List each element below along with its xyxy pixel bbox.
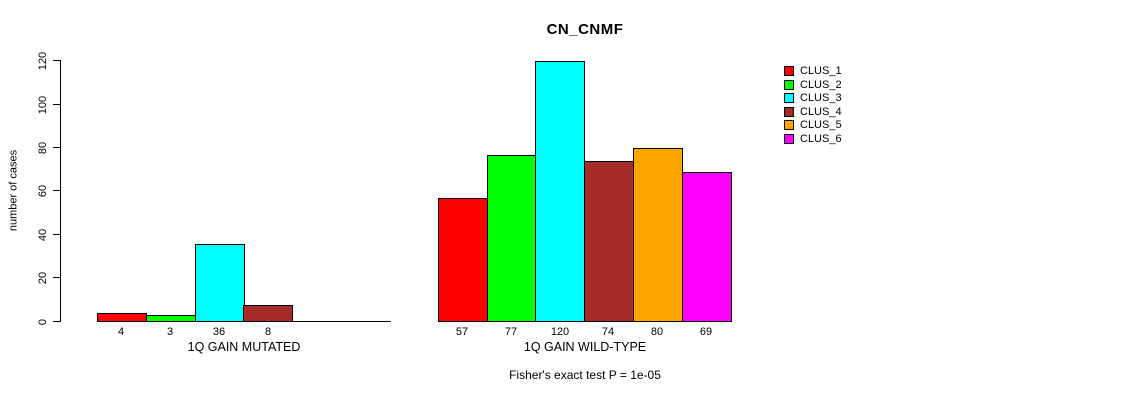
bar-value-label: 36 bbox=[212, 326, 226, 338]
legend-label: CLUS_3 bbox=[800, 92, 842, 104]
legend-swatch bbox=[784, 120, 794, 130]
bar-value-label: 4 bbox=[117, 326, 125, 338]
legend-label: CLUS_1 bbox=[800, 65, 842, 77]
bar bbox=[682, 172, 732, 322]
bar-value-label: 57 bbox=[455, 326, 469, 338]
y-tick-label: 60 bbox=[37, 184, 49, 198]
legend-swatch bbox=[784, 106, 794, 117]
y-tick-mark bbox=[53, 277, 60, 278]
legend-item: CLUS_5 bbox=[784, 119, 842, 131]
bar-value-label: 80 bbox=[650, 326, 664, 338]
y-tick-mark bbox=[53, 321, 60, 322]
legend-item: CLUS_2 bbox=[784, 78, 842, 91]
bar bbox=[146, 315, 196, 322]
bar bbox=[633, 148, 683, 322]
bar bbox=[438, 198, 488, 322]
x-axis-label-mutated: 1Q GAIN MUTATED bbox=[187, 340, 301, 354]
y-tick-mark bbox=[53, 147, 60, 148]
legend-item: CLUS_4 bbox=[784, 105, 842, 118]
bar-value-label: 74 bbox=[601, 326, 615, 338]
bar bbox=[195, 244, 245, 322]
legend: CLUS_1 CLUS_2 CLUS_3 CLUS_4 CLUS_5 CLUS_6 bbox=[784, 66, 842, 147]
y-axis-label: number of cases bbox=[7, 149, 20, 232]
bar bbox=[243, 305, 293, 322]
y-tick-label: 80 bbox=[37, 141, 49, 155]
bar-value-label: 8 bbox=[264, 326, 272, 338]
legend-item: CLUS_1 bbox=[784, 65, 842, 77]
fisher-test-annotation: Fisher's exact test P = 1e-05 bbox=[509, 368, 661, 382]
y-tick-mark bbox=[53, 60, 60, 61]
legend-item: CLUS_6 bbox=[784, 132, 842, 145]
legend-swatch bbox=[784, 93, 794, 103]
legend-swatch bbox=[784, 66, 794, 76]
legend-label: CLUS_2 bbox=[800, 78, 842, 91]
legend-label: CLUS_6 bbox=[800, 132, 842, 145]
bar-value-label: 69 bbox=[699, 326, 713, 338]
y-tick-label: 0 bbox=[37, 318, 49, 326]
bar bbox=[97, 313, 147, 322]
bar-value-label: 3 bbox=[166, 326, 174, 338]
y-tick-label: 40 bbox=[37, 228, 49, 242]
bar bbox=[584, 161, 634, 322]
y-tick-label: 100 bbox=[37, 95, 49, 115]
bar bbox=[535, 61, 585, 322]
legend-item: CLUS_3 bbox=[784, 92, 842, 104]
y-axis bbox=[60, 60, 61, 322]
y-tick-label: 20 bbox=[37, 271, 49, 285]
y-tick-mark bbox=[53, 104, 60, 105]
y-tick-mark bbox=[53, 190, 60, 191]
y-tick-mark bbox=[53, 234, 60, 235]
legend-swatch bbox=[784, 79, 794, 90]
x-axis-label-wildtype: 1Q GAIN WILD-TYPE bbox=[523, 340, 647, 354]
legend-label: CLUS_4 bbox=[800, 105, 842, 118]
y-tick-label: 120 bbox=[37, 51, 49, 71]
bar-value-label: 77 bbox=[504, 326, 518, 338]
legend-label: CLUS_5 bbox=[800, 119, 842, 131]
legend-swatch bbox=[784, 133, 794, 144]
chart-title: CN_CNMF bbox=[546, 21, 624, 38]
bar-value-label: 120 bbox=[550, 326, 570, 338]
bar bbox=[487, 155, 537, 322]
